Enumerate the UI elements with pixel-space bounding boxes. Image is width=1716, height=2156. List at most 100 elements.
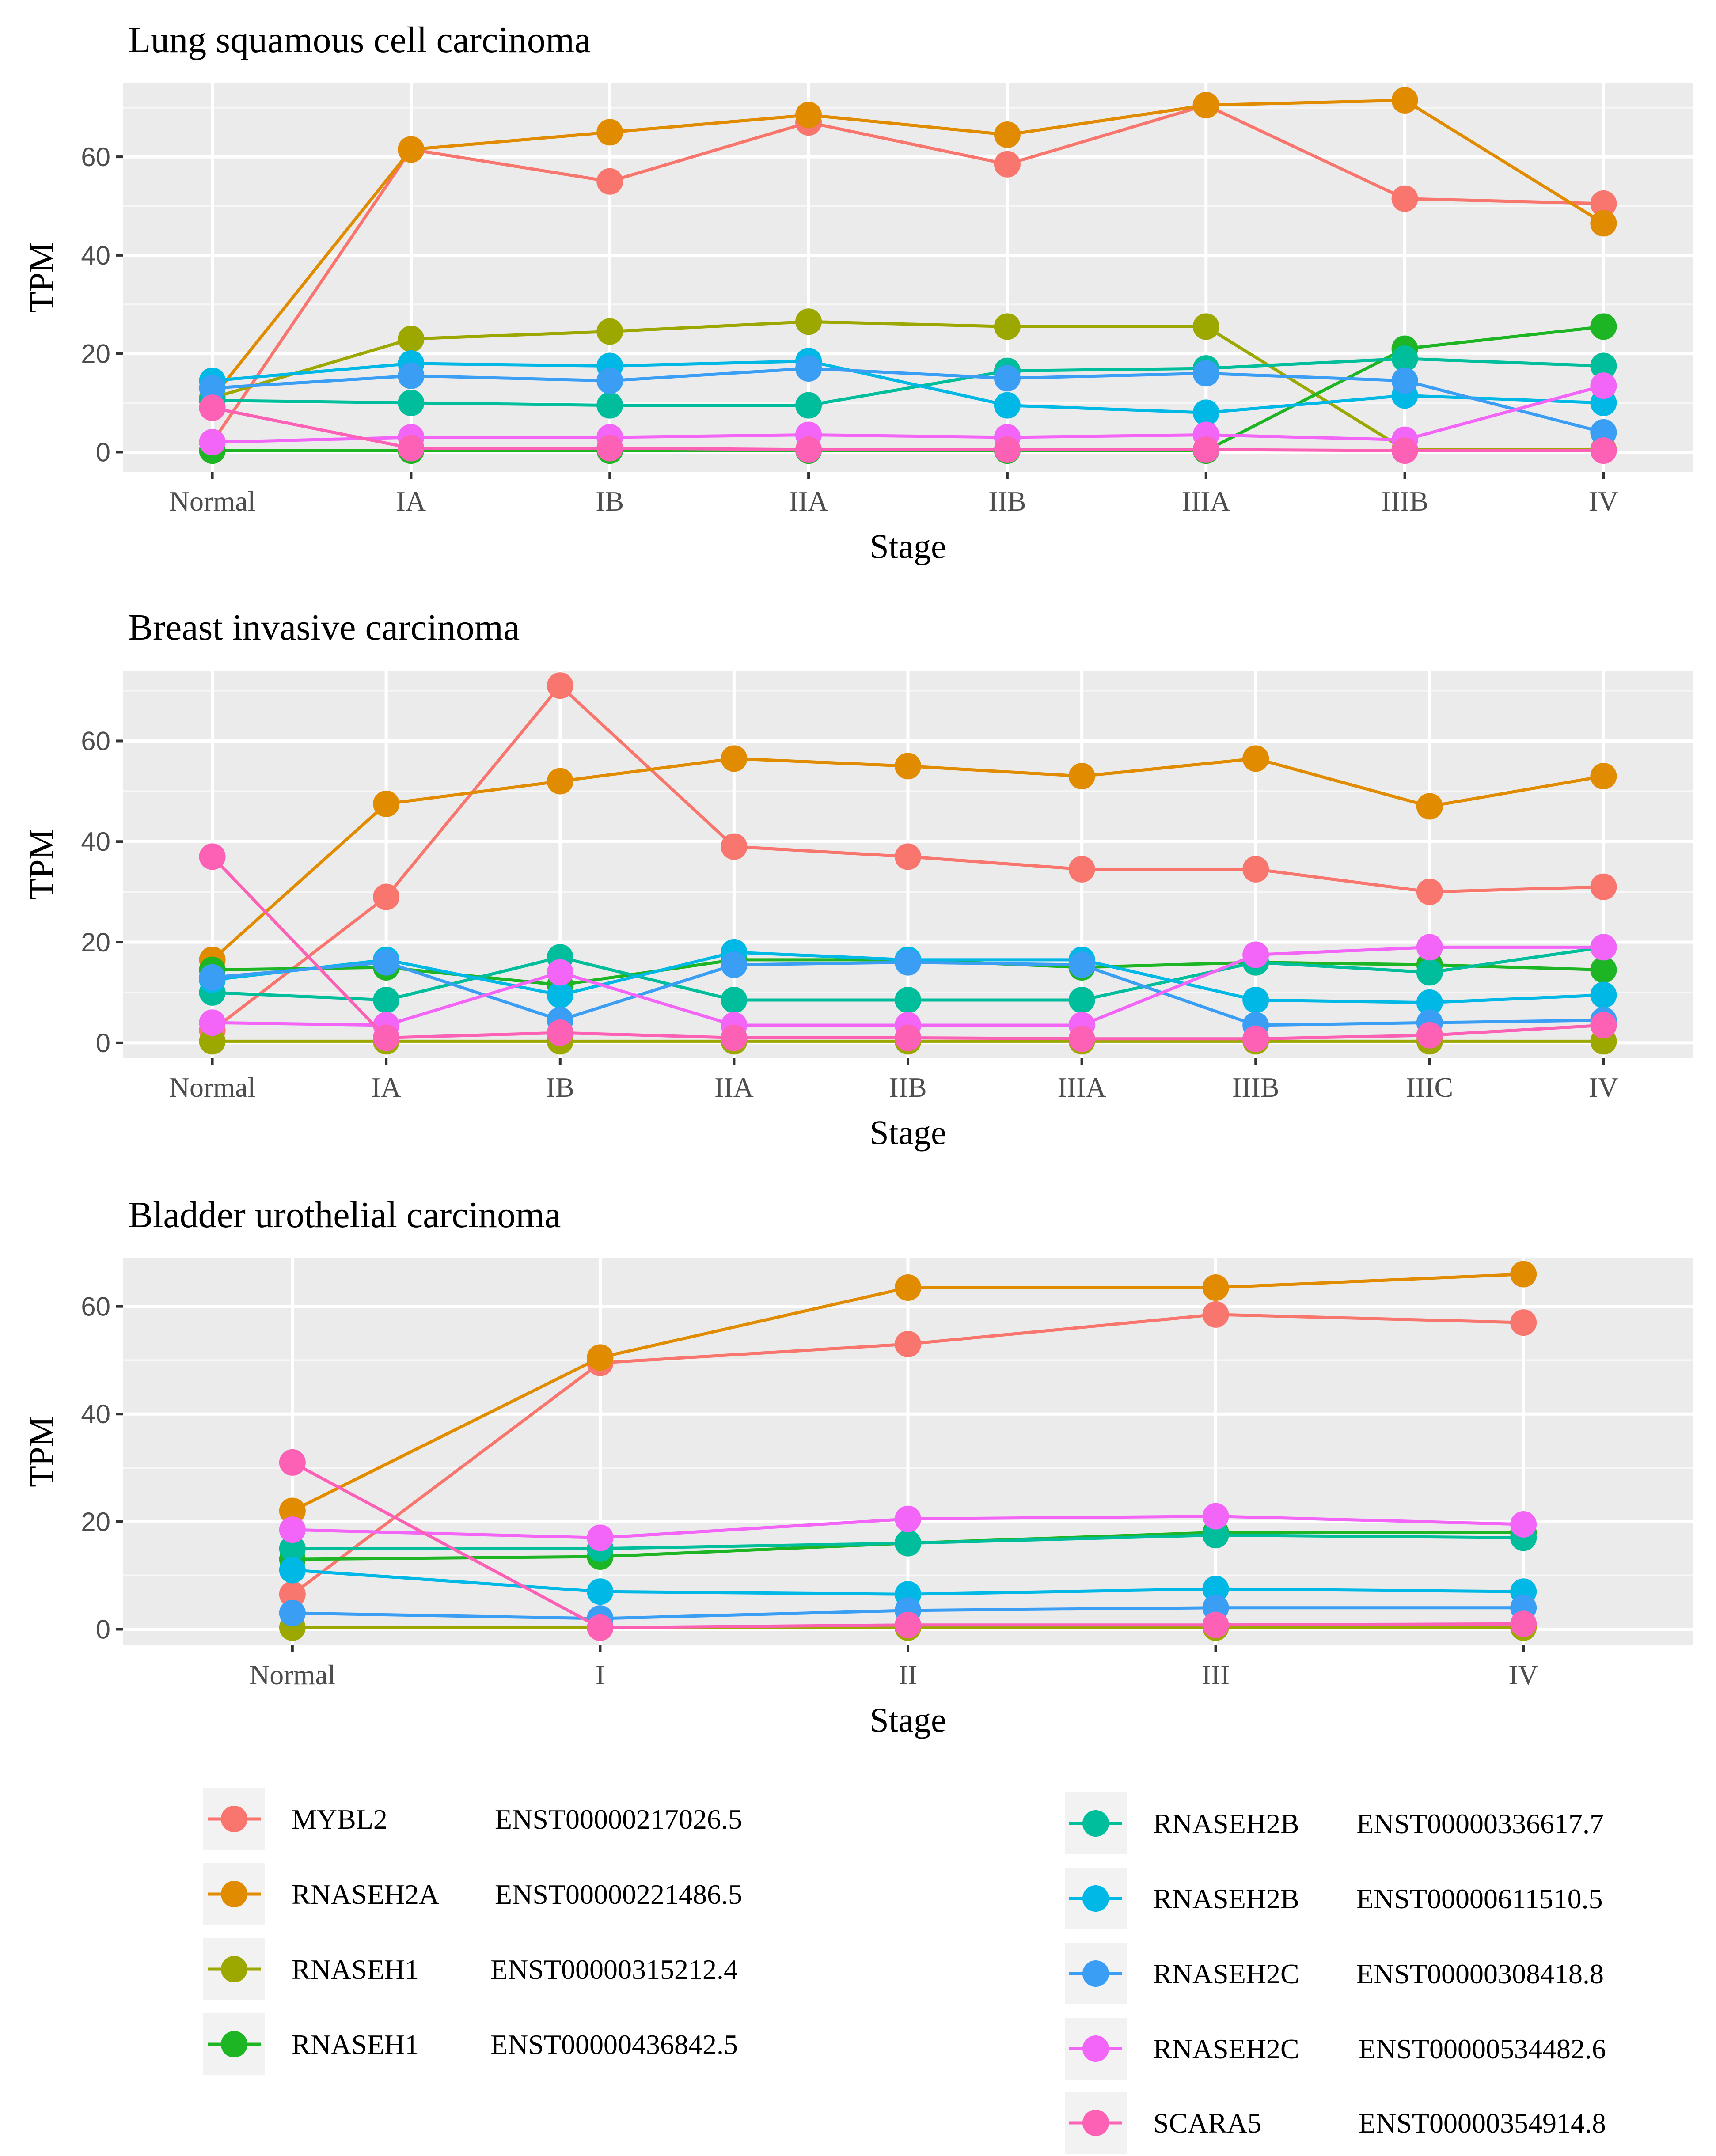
- legend-key-point: [221, 2031, 247, 2057]
- data-point: [1068, 987, 1095, 1014]
- series-line: [212, 384, 1604, 444]
- data-point: [721, 1024, 748, 1051]
- series-line: [211, 103, 1604, 443]
- data-point: [895, 753, 921, 780]
- data-point: [1590, 372, 1617, 399]
- legend-key-point: [1082, 1960, 1109, 1987]
- data-point: [895, 1330, 921, 1357]
- legend-key-point: [1082, 1810, 1109, 1837]
- data-point: [279, 1599, 306, 1626]
- legend-transcript-label: ENST00000315212.4: [490, 1954, 738, 1985]
- data-point: [1416, 959, 1443, 986]
- chart-panels: Lung squamous cell carcinoma 0 20 40 60 Norma…: [22, 19, 1693, 1739]
- data-point: [895, 1611, 921, 1638]
- x-axis-title: Stage: [869, 527, 946, 565]
- legend-item: RNASEH2A ENST00000221486.5: [203, 1863, 742, 1925]
- x-tick-label: IIA: [714, 1072, 754, 1103]
- x-tick-label: IIB: [988, 485, 1026, 517]
- data-point: [1192, 92, 1219, 119]
- data-point: [895, 1530, 921, 1557]
- data-point: [895, 1024, 921, 1051]
- x-tick-label: IIA: [789, 485, 828, 517]
- legend-item: MYBL2 ENST00000217026.5: [203, 1788, 742, 1850]
- series-8: [279, 1503, 1537, 1551]
- data-point: [795, 308, 822, 335]
- legend-key-point: [1082, 2035, 1109, 2062]
- data-point: [1391, 87, 1418, 114]
- y-axis-title: TPM: [22, 1416, 61, 1487]
- data-point: [1510, 1261, 1537, 1288]
- x-tick-label: III: [1202, 1659, 1230, 1690]
- legend-item: SCARA5 ENST00000354914.8: [1065, 2092, 1606, 2154]
- x-tick-label: IB: [546, 1072, 574, 1103]
- data-point: [1590, 934, 1617, 961]
- y-tick-label: 20: [81, 1507, 110, 1537]
- data-point: [596, 318, 623, 345]
- series-line: [212, 367, 1604, 434]
- data-point: [895, 1274, 921, 1301]
- x-tick-label: IIIB: [1232, 1072, 1279, 1103]
- data-point: [199, 429, 226, 456]
- legend-gene-label: RNASEH2B: [1153, 1808, 1299, 1839]
- data-point: [279, 1497, 306, 1524]
- chart-panel-2: Breast invasive carcinoma 0 20 40 60 Normal IA…: [22, 607, 1693, 1152]
- y-tick-label: 0: [96, 1028, 110, 1058]
- series-line: [212, 406, 1604, 452]
- legend-gene-label: RNASEH2C: [1153, 2033, 1299, 2065]
- x-tick-label: Normal: [249, 1659, 336, 1690]
- data-point: [994, 313, 1021, 340]
- data-point: [1068, 951, 1095, 978]
- data-point: [795, 102, 822, 129]
- data-point: [1590, 763, 1617, 790]
- data-point: [1242, 856, 1269, 883]
- series-2: [199, 745, 1617, 973]
- y-tick-label: 60: [81, 726, 110, 756]
- data-point: [1202, 1301, 1229, 1328]
- legend-gene-label: RNASEH1: [292, 2029, 419, 2060]
- series-9: [279, 1449, 1537, 1641]
- data-point: [721, 987, 748, 1014]
- data-point: [1242, 1025, 1269, 1052]
- series-7: [199, 355, 1617, 446]
- chart-title: Breast invasive carcinoma: [128, 607, 520, 648]
- data-point: [596, 392, 623, 419]
- data-point: [279, 1449, 306, 1476]
- y-tick-label: 60: [81, 1292, 110, 1322]
- data-point: [587, 1524, 614, 1551]
- x-tick-label: IIB: [889, 1072, 926, 1103]
- x-tick-label: IA: [371, 1072, 401, 1103]
- data-point: [1510, 1511, 1537, 1538]
- legend-transcript-label: ENST00000221486.5: [495, 1879, 742, 1910]
- data-point: [199, 1028, 226, 1055]
- legend-key-point: [221, 1881, 247, 1907]
- data-point: [1590, 419, 1617, 446]
- data-point: [1202, 1611, 1229, 1638]
- data-point: [596, 435, 623, 462]
- legend-transcript-label: ENST00000308418.8: [1356, 1958, 1604, 1989]
- data-point: [1590, 190, 1617, 217]
- data-point: [1242, 941, 1269, 968]
- chart-panel-1: Lung squamous cell carcinoma 0 20 40 60 Norma…: [22, 19, 1693, 565]
- data-point: [1590, 210, 1617, 237]
- legend-item: RNASEH2C ENST00000308418.8: [1065, 1943, 1604, 2004]
- data-point: [547, 959, 573, 986]
- data-point: [1068, 1025, 1095, 1052]
- x-tick-label: IB: [596, 485, 624, 517]
- legend-key-point: [1082, 2110, 1109, 2136]
- data-point: [398, 435, 425, 462]
- data-point: [547, 981, 573, 1008]
- data-point: [1242, 745, 1269, 772]
- data-point: [1192, 399, 1219, 426]
- y-tick-label: 0: [96, 437, 110, 467]
- data-point: [199, 375, 226, 402]
- data-point: [1590, 956, 1617, 983]
- data-point: [1416, 1022, 1443, 1049]
- data-point: [373, 949, 400, 976]
- data-point: [795, 355, 822, 382]
- y-tick-label: 40: [81, 241, 110, 270]
- legend-key-point: [1082, 1885, 1109, 1912]
- data-point: [596, 367, 623, 394]
- data-point: [1391, 437, 1418, 464]
- y-tick-label: 20: [81, 928, 110, 957]
- data-point: [587, 1614, 614, 1641]
